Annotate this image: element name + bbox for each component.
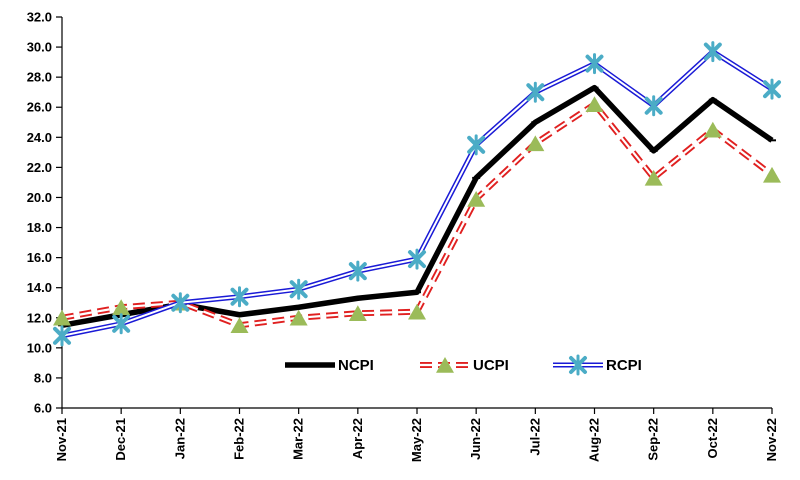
x-tick-label: May-22	[409, 418, 424, 462]
data-point-marker	[112, 299, 131, 315]
data-point-marker	[348, 260, 367, 282]
y-tick-label: 12.0	[27, 310, 52, 325]
y-tick-label: 10.0	[27, 340, 52, 355]
y-tick-label: 8.0	[34, 370, 52, 385]
legend-marker	[569, 354, 587, 376]
y-tick-label: 30.0	[27, 40, 52, 55]
x-tick-label: Dec-21	[113, 418, 128, 461]
data-point-marker	[703, 121, 722, 138]
legend-label: NCPI	[338, 357, 374, 374]
data-point-marker	[585, 53, 604, 75]
x-tick-label: Feb-22	[232, 418, 247, 460]
y-axis-ticks: 6.0 8.0 10.0 12.0 14.0 16.0 18.0 20.0 22.0 24.0 26…	[27, 10, 62, 416]
legend-label: UCPI	[473, 357, 509, 374]
x-tick-label: Oct-22	[705, 418, 720, 458]
series-ncpi	[58, 84, 776, 328]
data-point-marker	[348, 305, 367, 322]
x-tick-label: Jun-22	[468, 418, 483, 460]
data-point-marker	[408, 248, 426, 270]
x-tick-label: Aug-22	[587, 418, 602, 462]
y-tick-label: 18.0	[27, 220, 52, 235]
x-tick-label: Sep-22	[646, 418, 661, 461]
data-point-marker	[644, 169, 663, 186]
data-point-marker	[53, 325, 71, 347]
legend-entry-ucpi: UCPI	[420, 357, 509, 374]
data-point-marker	[171, 292, 190, 314]
data-point-marker	[408, 303, 426, 320]
data-point-marker	[585, 96, 604, 112]
legend: NCPI UCPI RCPI	[285, 354, 642, 376]
data-point-marker	[763, 166, 781, 183]
y-tick-label: 24.0	[27, 130, 52, 145]
legend-label: RCPI	[606, 357, 642, 374]
x-tick-label: Mar-22	[291, 418, 306, 460]
x-tick-label: Nov-22	[764, 418, 779, 461]
x-axis-ticks: Nov-21 Dec-21 Jan-22 Feb-22 Mar-22 Apr-22 May-…	[54, 408, 779, 462]
data-point-marker	[230, 286, 249, 308]
data-point-marker	[526, 135, 545, 152]
y-tick-label: 28.0	[27, 70, 52, 85]
legend-marker	[436, 357, 454, 373]
data-point-marker	[644, 95, 663, 117]
data-point-marker	[112, 313, 131, 335]
x-tick-label: Nov-21	[54, 418, 69, 461]
series-layer	[53, 41, 781, 347]
x-tick-label: Jul-22	[527, 418, 542, 456]
series-rcpi	[53, 41, 781, 347]
y-tick-label: 6.0	[34, 401, 52, 416]
legend-entry-ncpi: NCPI	[285, 357, 374, 374]
data-point-marker	[703, 41, 722, 63]
series-line	[61, 84, 774, 328]
data-point-marker	[467, 134, 486, 156]
y-tick-label: 20.0	[27, 190, 52, 205]
y-tick-label: 14.0	[27, 280, 52, 295]
legend-entry-rcpi: RCPI	[553, 354, 642, 376]
y-tick-label: 32.0	[27, 10, 52, 25]
data-point-marker	[467, 190, 486, 207]
x-tick-label: Apr-22	[350, 418, 365, 459]
y-tick-label: 26.0	[27, 100, 52, 115]
y-tick-label: 16.0	[27, 250, 52, 265]
data-point-marker	[289, 278, 308, 300]
data-point-marker	[53, 309, 71, 326]
data-point-marker	[526, 81, 545, 103]
data-point-marker	[289, 309, 308, 326]
x-tick-label: Jan-22	[172, 418, 187, 459]
y-tick-label: 22.0	[27, 160, 52, 175]
data-point-marker	[763, 78, 781, 100]
data-point-marker	[230, 317, 249, 334]
